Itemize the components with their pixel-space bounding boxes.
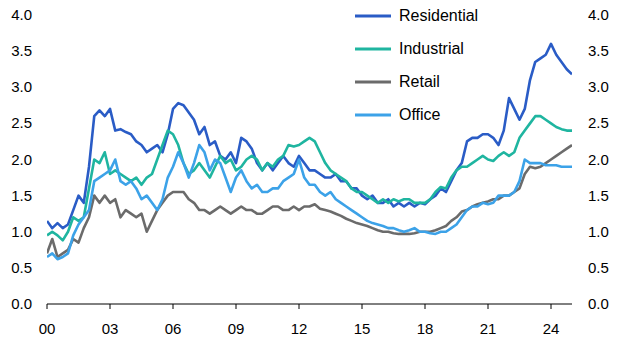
x-tick xyxy=(362,304,363,309)
x-tick-label: 03 xyxy=(102,320,119,337)
legend-label: Industrial xyxy=(399,40,464,57)
x-tick xyxy=(488,304,489,309)
x-axis xyxy=(47,304,572,305)
y-tick-label: 3.0 xyxy=(11,78,32,95)
y-tick-label-right: 2.5 xyxy=(588,114,609,131)
x-tick xyxy=(110,304,111,309)
legend-swatch xyxy=(355,114,391,117)
y-tick-label-right: 1.0 xyxy=(588,223,609,240)
y-tick-label-right: 3.5 xyxy=(588,42,609,59)
x-tick xyxy=(236,304,237,309)
series-line xyxy=(47,116,572,240)
x-tick-label: 00 xyxy=(39,320,56,337)
y-tick-label: 0.0 xyxy=(11,295,32,312)
x-tick xyxy=(299,304,300,309)
legend-label: Office xyxy=(399,106,441,123)
x-tick xyxy=(47,304,48,309)
x-tick-label: 18 xyxy=(417,320,434,337)
y-tick-label: 2.0 xyxy=(11,151,32,168)
legend-swatch xyxy=(355,48,391,51)
y-tick-label-right: 4.0 xyxy=(588,6,609,23)
y-tick-label: 1.0 xyxy=(11,223,32,240)
legend-swatch xyxy=(355,81,391,84)
y-tick-label: 3.5 xyxy=(11,42,32,59)
legend-label: Retail xyxy=(399,73,440,90)
x-tick-label: 15 xyxy=(354,320,371,337)
y-tick-label: 4.0 xyxy=(11,6,32,23)
y-tick-label: 2.5 xyxy=(11,114,32,131)
y-tick-label-right: 0.5 xyxy=(588,259,609,276)
y-tick-label-right: 3.0 xyxy=(588,78,609,95)
series-line xyxy=(47,145,572,259)
x-tick-label: 06 xyxy=(165,320,182,337)
chart: 0.0 0.0 0.5 0.5 1.0 1.0 1.5 1.5 2.0 2.0 2.5 2.5 3.0 3… xyxy=(0,0,621,354)
plot-area xyxy=(47,44,572,259)
y-tick-label: 0.5 xyxy=(11,259,32,276)
legend-swatch xyxy=(355,15,391,18)
legend-label: Residential xyxy=(399,7,478,24)
y-tick-label-right: 2.0 xyxy=(588,151,609,168)
y-tick-label: 1.5 xyxy=(11,187,32,204)
x-tick xyxy=(425,304,426,309)
x-tick-label: 09 xyxy=(228,320,245,337)
x-tick-label: 24 xyxy=(543,320,560,337)
y-tick-label-right: 0.0 xyxy=(588,295,609,312)
x-tick xyxy=(551,304,552,309)
x-tick-label: 21 xyxy=(480,320,497,337)
x-tick xyxy=(173,304,174,309)
x-tick-label: 12 xyxy=(291,320,308,337)
y-tick-label-right: 1.5 xyxy=(588,187,609,204)
